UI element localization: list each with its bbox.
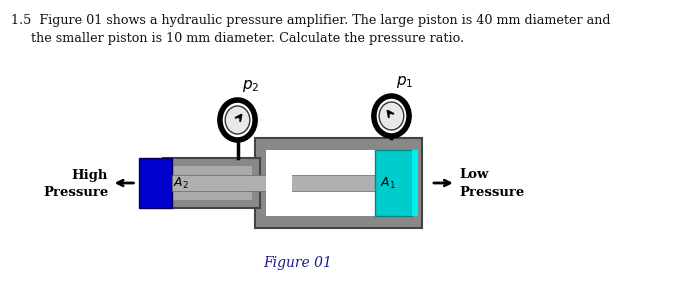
Bar: [266, 150, 411, 216]
Text: $p_1$: $p_1$: [396, 74, 413, 90]
Text: Pressure: Pressure: [459, 186, 524, 199]
Circle shape: [225, 106, 250, 134]
Text: the smaller piston is 10 mm diameter. Calculate the pressure ratio.: the smaller piston is 10 mm diameter. Ca…: [11, 32, 464, 45]
Circle shape: [374, 96, 409, 136]
Text: $A_2$: $A_2$: [173, 175, 189, 191]
Bar: [171, 175, 375, 191]
Bar: [139, 158, 171, 208]
Bar: [163, 158, 260, 208]
Bar: [411, 150, 418, 216]
Bar: [375, 150, 411, 216]
Text: Pressure: Pressure: [43, 186, 108, 199]
Text: $p_2$: $p_2$: [242, 78, 259, 94]
Text: 1.5  Figure 01 shows a hydraulic pressure amplifier. The large piston is 40 mm d: 1.5 Figure 01 shows a hydraulic pressure…: [11, 14, 610, 27]
Bar: [255, 138, 422, 228]
Bar: [170, 166, 252, 200]
Bar: [266, 150, 292, 216]
Text: Figure 01: Figure 01: [263, 256, 332, 270]
Text: Low: Low: [459, 169, 489, 182]
Circle shape: [220, 100, 255, 140]
Text: $A_1$: $A_1$: [379, 175, 396, 191]
Circle shape: [379, 102, 404, 130]
Text: High: High: [72, 169, 108, 182]
